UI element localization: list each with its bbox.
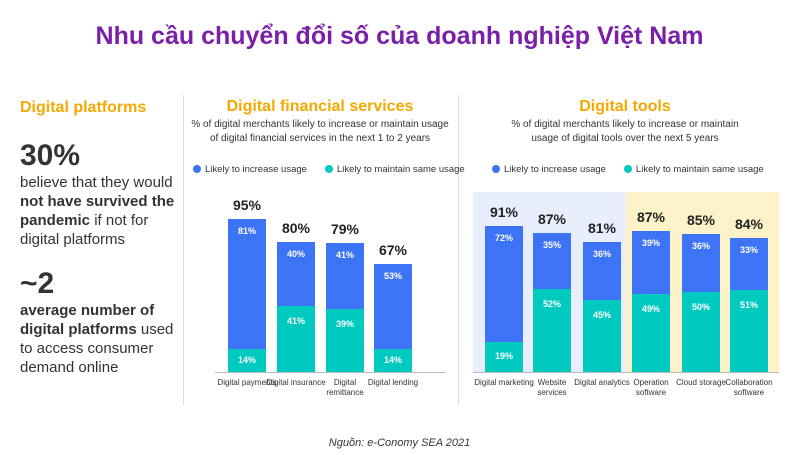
stat1-post: if not for digital platforms <box>20 212 149 248</box>
bar-total-label: 79% <box>330 221 360 238</box>
stat1-desc: believe that they would not have survive… <box>20 173 180 249</box>
x-axis <box>215 372 445 373</box>
category-label: Website services <box>537 378 567 397</box>
stacked-bar: 41% 39% <box>326 243 364 372</box>
stat1-pre: believe that they would <box>20 174 173 191</box>
bar-total-label: 85% <box>686 212 716 229</box>
subtitle-line: % of digital merchants likely to increas… <box>191 119 449 130</box>
source-note: Nguồn: e-Conomy SEA 2021 <box>328 437 471 449</box>
stat2-bold1: average number of <box>20 302 155 319</box>
bar-segment-maintain: 41% <box>277 305 315 372</box>
chart2-title: Digital tools <box>579 98 671 115</box>
divider <box>183 95 184 405</box>
legend-label: Likely to increase usage <box>205 164 307 175</box>
legend-increase: Likely to increase usage <box>492 164 606 175</box>
chart1-subtitle: % of digital merchants likely to increas… <box>185 118 455 146</box>
chart1-title: Digital financial services <box>226 98 414 115</box>
stacked-bar: 81% 14% <box>228 219 266 372</box>
bar-segment-maintain: 14% <box>228 349 266 372</box>
legend-dot-icon <box>623 165 632 173</box>
bar-segment-increase: 36% <box>583 242 621 300</box>
bar-total-label: 81% <box>587 220 617 237</box>
bar-segment-increase: 35% <box>533 232 571 289</box>
stat1-bold: not have survived the pandemic <box>20 193 175 229</box>
subtitle-line: usage of digital tools over the next 5 y… <box>531 133 719 144</box>
bar-segment-maintain: 49% <box>632 293 670 372</box>
category-label: Digital insurance <box>266 378 326 387</box>
bar-total-label: 84% <box>734 215 764 232</box>
digital-platforms-panel: Digital platforms 30% believe that they … <box>20 98 180 377</box>
legend-increase: Likely to increase usage <box>193 164 307 175</box>
bar-segment-increase: 40% <box>277 241 315 306</box>
category-label: Collaboration software <box>725 378 773 397</box>
bar-segment-maintain: 14% <box>374 349 412 372</box>
bar-total-label: 95% <box>232 197 262 214</box>
legend-label: Likely to maintain same usage <box>336 164 465 175</box>
bar-segment-maintain: 50% <box>682 291 720 372</box>
bar-total-label: 87% <box>537 210 567 227</box>
bar-segment-maintain: 52% <box>533 288 571 372</box>
page-title: Nhu cầu chuyển đổi số của doanh nghiệp V… <box>95 22 704 50</box>
legend-maintain: Likely to maintain same usage <box>623 164 764 175</box>
subtitle-line: % of digital merchants likely to increas… <box>511 119 739 130</box>
bar-segment-increase: 39% <box>632 231 670 294</box>
stacked-bar: 35% 52% <box>533 232 571 372</box>
category-label: Digital marketing <box>474 378 534 387</box>
bar-segment-increase: 36% <box>682 234 720 292</box>
stat2-desc: average number of digital platforms used… <box>20 301 180 377</box>
legend-label: Likely to maintain same usage <box>635 164 764 175</box>
bar-segment-increase: 72% <box>485 226 523 342</box>
bar-segment-increase: 81% <box>228 219 266 350</box>
bar-segment-maintain: 19% <box>485 341 523 372</box>
legend-dot-icon <box>492 165 500 173</box>
stacked-bar: 33% 51% <box>730 237 768 372</box>
stacked-bar: 39% 49% <box>632 231 670 372</box>
bar-segment-maintain: 45% <box>583 299 621 372</box>
x-axis <box>473 372 779 373</box>
bar-segment-maintain: 39% <box>326 309 364 372</box>
bar-segment-increase: 41% <box>326 243 364 310</box>
bar-total-label: 80% <box>281 219 311 236</box>
panel-heading: Digital platforms <box>20 99 147 116</box>
chart2-subtitle: % of digital merchants likely to increas… <box>460 118 790 146</box>
stacked-bar: 40% 41% <box>277 241 315 372</box>
bar-segment-increase: 33% <box>730 237 768 291</box>
chart2-legend: Likely to increase usage Likely to maint… <box>492 164 764 175</box>
bar-total-label: 87% <box>636 209 666 226</box>
divider <box>458 95 459 405</box>
category-label: Operation software <box>633 378 669 397</box>
stacked-bar: 53% 14% <box>374 264 412 372</box>
bar-total-label: 91% <box>489 204 519 221</box>
stat2-post: used to access consumer demand online <box>20 321 174 376</box>
legend-label: Likely to increase usage <box>504 164 606 175</box>
category-label: Digital remittance <box>326 378 364 397</box>
bar-segment-increase: 53% <box>374 264 412 350</box>
stat2-bold2: digital platforms <box>20 321 137 338</box>
category-label: Digital lending <box>367 378 419 387</box>
stat-2: ~2 <box>20 267 55 300</box>
stacked-bar: 36% 45% <box>583 242 621 372</box>
bar-segment-maintain: 51% <box>730 290 768 372</box>
category-label: Cloud storage <box>676 378 726 387</box>
bar-total-label: 67% <box>378 242 408 259</box>
stacked-bar: 72% 19% <box>485 226 523 372</box>
category-label: Digital analytics <box>574 378 630 387</box>
legend-dot-icon <box>193 165 201 173</box>
legend-dot-icon <box>324 165 333 173</box>
subtitle-line: of digital financial services in the nex… <box>209 133 431 144</box>
chart1-legend: Likely to increase usage Likely to maint… <box>193 164 465 175</box>
stacked-bar: 36% 50% <box>682 234 720 372</box>
category-label: Digital payments <box>217 378 277 387</box>
stat-30-percent: 30% <box>20 139 81 172</box>
legend-maintain: Likely to maintain same usage <box>324 164 465 175</box>
